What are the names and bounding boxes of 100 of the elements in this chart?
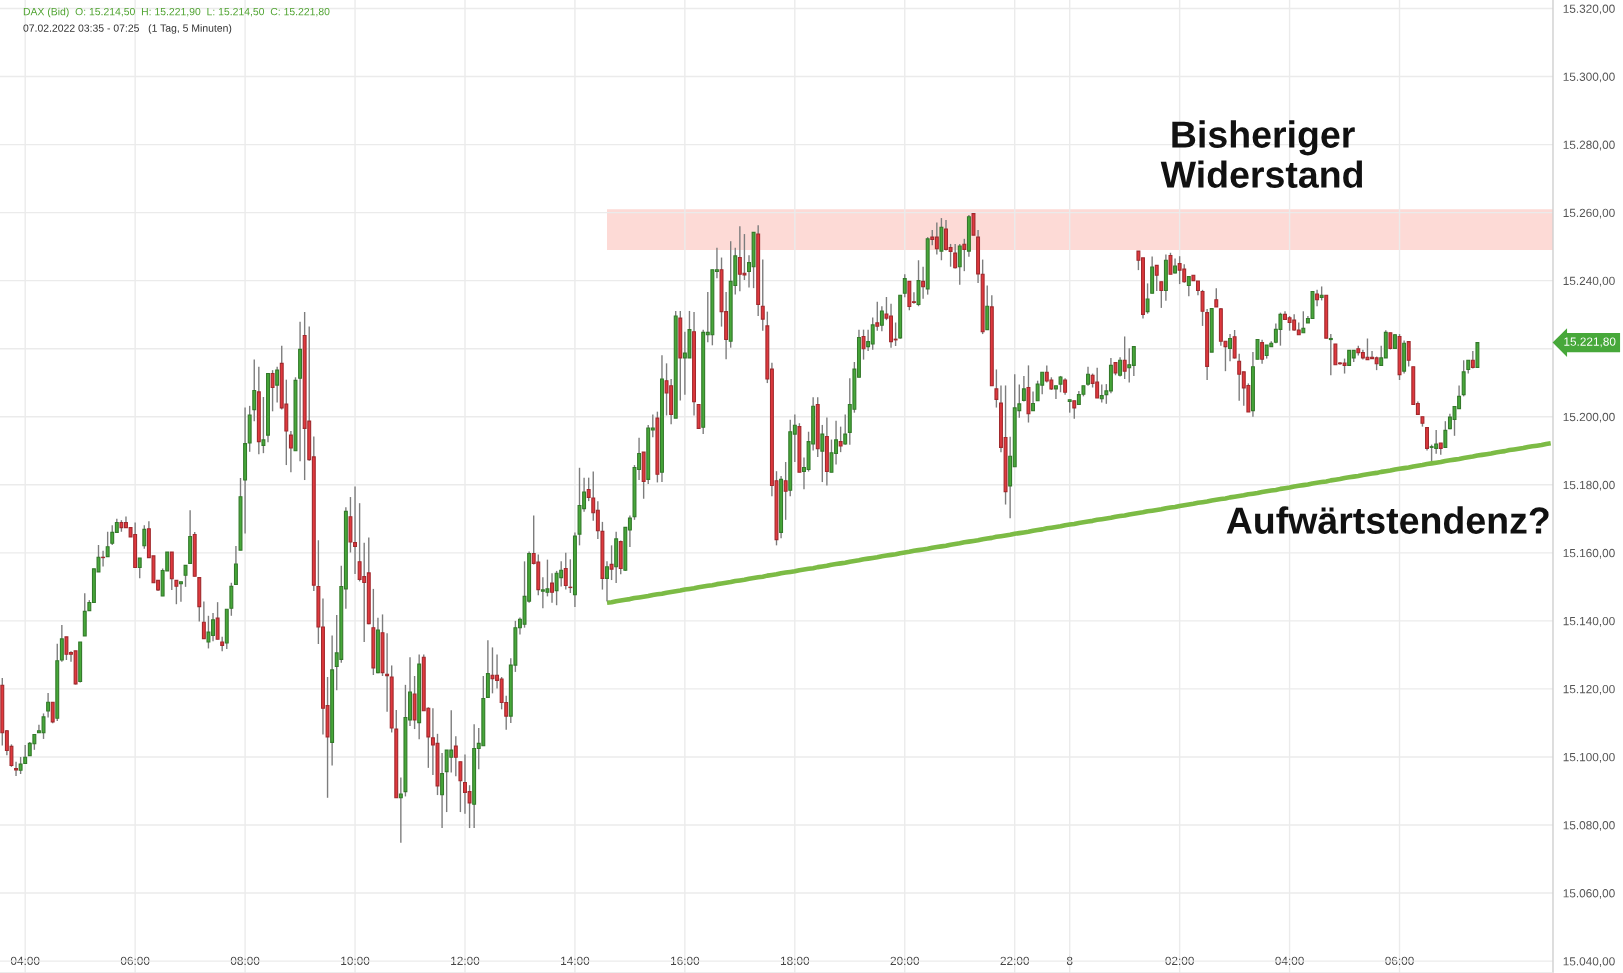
candlestick [1145, 282, 1150, 315]
candlestick [1278, 311, 1283, 347]
candlestick [605, 560, 609, 602]
candlestick [178, 581, 183, 603]
candlestick [1053, 385, 1058, 400]
candlestick [1072, 400, 1077, 420]
text: 07.02.2022 03:35 - 07:25 (1 Tag, 5 Minuten) [23, 24, 232, 34]
x-tick-label: 12:00 [451, 956, 480, 965]
candlestick [1021, 375, 1026, 403]
candlestick [1328, 333, 1333, 376]
y-tick-label: 15.160,00 [1563, 548, 1615, 559]
candlestick [696, 403, 701, 429]
candlestick [1214, 287, 1219, 308]
band-label: Bisheriger Widerstand [1160, 120, 1363, 188]
candlestick [110, 524, 115, 546]
text: 15.221,80 [1564, 337, 1616, 348]
candlestick [1260, 339, 1265, 365]
candlestick [953, 243, 958, 270]
y-tick-label: 15.320,00 [1563, 4, 1615, 15]
candlestick [550, 572, 555, 604]
candlestick [137, 557, 142, 580]
candlestick [916, 259, 921, 307]
candlestick [1365, 337, 1370, 361]
candlestick [288, 430, 293, 473]
candlestick [1461, 359, 1466, 398]
candlestick [962, 238, 967, 272]
candlestick [971, 213, 976, 236]
x-tick-label: 20:00 [890, 956, 920, 965]
candlestick [1159, 280, 1164, 309]
series-label: Aufwärtstendenz? [1226, 506, 1549, 534]
candlestick [760, 258, 765, 332]
candlestick [444, 749, 449, 813]
candlestick [957, 243, 962, 286]
candlestick [270, 369, 275, 413]
candlestick [105, 531, 110, 558]
candlestick [985, 284, 990, 331]
candlestick [820, 424, 825, 483]
candlestick [870, 316, 875, 351]
x-tick-label: 06:00 [120, 956, 150, 965]
x-tick-label: 8 [1066, 956, 1073, 965]
x-tick-label: 08:00 [230, 956, 260, 965]
candlestick [1131, 345, 1136, 377]
y-tick-label: 15.200,00 [1563, 412, 1615, 423]
candlestick [861, 328, 866, 361]
candlestick [559, 560, 564, 588]
candlestick [1118, 356, 1123, 378]
x-tick-label: 06:00 [1385, 956, 1414, 965]
y-tick-label: 15.100,00 [1563, 753, 1615, 763]
candlestick [866, 328, 871, 352]
candlestick [563, 552, 568, 591]
candlestick [1099, 383, 1104, 404]
x-tick-label: 02:00 [1165, 956, 1194, 965]
y-tick-label: 15.060,00 [1563, 889, 1615, 899]
candlestick [934, 221, 939, 256]
candlestick [1095, 367, 1100, 399]
candlestick [1122, 335, 1127, 380]
y-tick-label: 15.080,00 [1563, 821, 1615, 831]
y-tick-label: 15.120,00 [1563, 684, 1615, 695]
candlestick [1434, 429, 1439, 455]
candlestick [440, 752, 445, 829]
candlestick [1177, 255, 1182, 285]
y-tick-label: 15.180,00 [1563, 480, 1615, 491]
candlestick [1031, 390, 1036, 412]
candlestick [875, 301, 880, 332]
candlestick [183, 564, 188, 588]
y-tick-label: 15.300,00 [1563, 72, 1615, 83]
candlestick [1228, 333, 1233, 362]
text: DAX (Bid) O: 15.214,50 H: 15.221,90 L: 15.214,50 C: 15.221,80 [23, 7, 330, 18]
x-tick-label: 04:00 [1275, 956, 1304, 965]
candlestick [275, 366, 280, 404]
candlestick [1255, 338, 1260, 360]
candlestick [1443, 420, 1448, 449]
y-tick-label: 15.240,00 [1563, 276, 1615, 287]
y-tick-label: 15.280,00 [1563, 140, 1615, 151]
y-tick-label: 15.260,00 [1563, 208, 1615, 219]
candlestick [902, 273, 907, 299]
x-tick-label: 14:00 [561, 956, 590, 965]
candlestick [1154, 264, 1159, 292]
candlestick [362, 541, 367, 643]
candlestick [1127, 347, 1132, 384]
candlestick [206, 615, 211, 650]
candlestick [1406, 340, 1411, 368]
candlestick [1182, 263, 1187, 284]
x-tick-label: 18:00 [780, 956, 810, 965]
candlestick [449, 709, 454, 774]
candlestick [921, 266, 926, 300]
candlestick [783, 461, 788, 521]
candlestick [939, 217, 944, 261]
x-tick-label: 10:00 [341, 956, 370, 965]
x-tick-label: 16:00 [671, 956, 700, 965]
candlestick [1333, 343, 1338, 366]
candlestick [229, 582, 234, 617]
candlestick [1425, 426, 1429, 452]
candlestick [201, 600, 206, 640]
candlestick [879, 305, 884, 333]
candlestick [252, 358, 257, 422]
candlestick [357, 502, 362, 583]
candlestick [1301, 310, 1306, 334]
y-tick-label: 15.140,00 [1563, 616, 1615, 627]
candlestick [843, 413, 848, 446]
